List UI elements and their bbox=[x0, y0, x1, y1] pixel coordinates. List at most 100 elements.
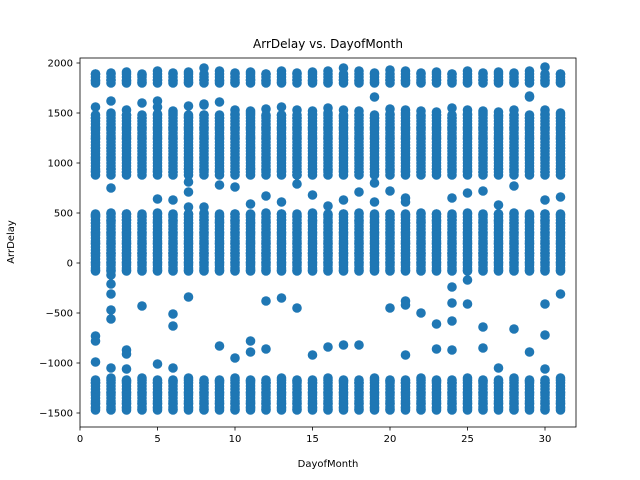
data-point bbox=[106, 209, 116, 219]
data-point bbox=[230, 110, 240, 120]
data-point-outlier bbox=[106, 305, 116, 315]
data-point-outlier bbox=[540, 330, 550, 340]
data-point bbox=[385, 375, 395, 385]
data-point-outlier bbox=[478, 322, 488, 332]
data-point bbox=[400, 110, 411, 120]
y-axis-label: ArrDelay bbox=[6, 220, 17, 264]
data-point-outlier bbox=[555, 289, 566, 299]
data-point bbox=[276, 375, 287, 385]
data-point bbox=[292, 110, 302, 120]
data-point-outlier bbox=[369, 197, 380, 207]
data-point bbox=[369, 110, 380, 120]
data-point bbox=[137, 69, 147, 79]
data-point bbox=[137, 375, 147, 385]
data-point-outlier bbox=[524, 91, 535, 101]
data-point-outlier bbox=[354, 187, 364, 197]
data-point-outlier bbox=[121, 364, 132, 374]
data-point bbox=[106, 96, 116, 106]
data-point bbox=[369, 375, 380, 385]
data-point bbox=[493, 375, 504, 385]
data-point-outlier bbox=[400, 300, 411, 310]
data-point bbox=[183, 375, 194, 385]
data-point bbox=[121, 209, 132, 219]
data-point-outlier bbox=[183, 202, 194, 212]
data-point-outlier bbox=[152, 359, 163, 369]
data-point-outlier bbox=[431, 344, 442, 354]
data-point-outlier bbox=[369, 178, 380, 188]
data-point bbox=[462, 110, 473, 120]
data-point bbox=[462, 209, 473, 219]
data-point-outlier bbox=[106, 279, 116, 289]
data-point-outlier bbox=[90, 357, 101, 367]
data-point bbox=[478, 110, 488, 120]
data-point bbox=[447, 110, 457, 120]
data-points bbox=[90, 62, 566, 415]
data-point bbox=[385, 69, 395, 79]
data-point bbox=[261, 209, 271, 219]
data-point bbox=[447, 103, 457, 113]
x-axis-label: DayofMonth bbox=[298, 459, 359, 470]
data-point bbox=[168, 209, 178, 219]
data-point-outlier bbox=[493, 200, 504, 210]
data-point-outlier bbox=[121, 349, 132, 359]
data-point bbox=[431, 110, 442, 120]
data-point bbox=[369, 69, 380, 79]
data-point-outlier bbox=[555, 192, 566, 202]
data-point-outlier bbox=[478, 186, 488, 196]
data-point bbox=[540, 110, 550, 120]
y-tick-label: 0 bbox=[67, 259, 73, 270]
y-tick-label: −500 bbox=[46, 309, 73, 320]
data-point bbox=[292, 69, 302, 79]
data-point bbox=[447, 69, 457, 79]
data-point bbox=[540, 62, 550, 72]
data-point bbox=[307, 110, 318, 120]
data-point bbox=[323, 209, 333, 219]
data-point-outlier bbox=[230, 353, 240, 363]
data-point bbox=[152, 375, 163, 385]
data-point-outlier bbox=[106, 270, 116, 280]
data-point bbox=[168, 375, 178, 385]
data-point bbox=[245, 110, 256, 120]
data-point-outlier bbox=[400, 197, 411, 207]
data-point-outlier bbox=[106, 314, 116, 324]
x-tick-label: 10 bbox=[229, 434, 242, 445]
data-point bbox=[338, 69, 349, 79]
data-point-outlier bbox=[106, 183, 116, 193]
data-point bbox=[478, 69, 488, 79]
data-point bbox=[323, 103, 333, 113]
data-point bbox=[261, 375, 271, 385]
data-point bbox=[292, 375, 302, 385]
data-point bbox=[555, 69, 566, 79]
data-point bbox=[323, 110, 333, 120]
x-tick-label: 25 bbox=[461, 434, 474, 445]
data-point-outlier bbox=[168, 309, 178, 319]
data-point-outlier bbox=[168, 363, 178, 373]
data-point-outlier bbox=[261, 191, 271, 201]
data-point bbox=[338, 375, 349, 385]
x-tick-label: 30 bbox=[539, 434, 552, 445]
data-point-outlier bbox=[447, 345, 457, 355]
data-point bbox=[183, 101, 194, 111]
data-point bbox=[509, 375, 519, 385]
data-point bbox=[292, 209, 302, 219]
data-point bbox=[524, 209, 535, 219]
data-point bbox=[524, 110, 535, 120]
data-point bbox=[276, 102, 287, 112]
data-point-outlier bbox=[509, 181, 519, 191]
data-point bbox=[261, 69, 271, 79]
data-point bbox=[400, 375, 411, 385]
data-point-outlier bbox=[137, 301, 147, 311]
data-point bbox=[323, 375, 333, 385]
data-point bbox=[214, 69, 225, 79]
data-point-outlier bbox=[323, 342, 333, 352]
data-point bbox=[447, 209, 457, 219]
data-point bbox=[137, 110, 147, 120]
data-point-outlier bbox=[276, 197, 287, 207]
data-point bbox=[214, 209, 225, 219]
data-point-outlier bbox=[524, 347, 535, 357]
data-point bbox=[307, 209, 318, 219]
data-point bbox=[524, 69, 535, 79]
data-point bbox=[540, 209, 550, 219]
data-point bbox=[509, 209, 519, 219]
